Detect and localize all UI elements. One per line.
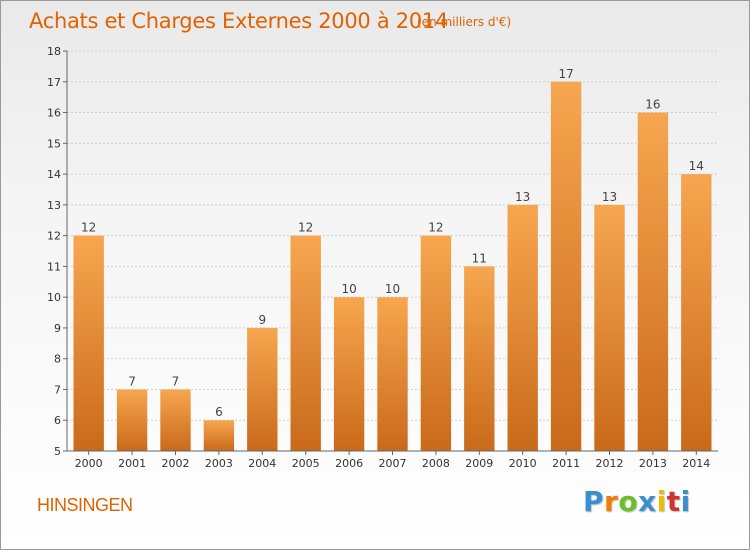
x-tick-label: 2007 [379,457,407,470]
x-tick-label: 2006 [335,457,363,470]
data-label: 10 [341,282,356,296]
y-tick-label: 11 [47,260,61,273]
y-tick-label: 13 [47,199,61,212]
y-tick-label: 12 [47,230,61,243]
bar [203,420,235,451]
logo-letter: i [656,485,667,518]
data-label: 12 [428,221,443,235]
bar [290,235,321,451]
logo-letter: o [618,485,639,518]
x-tick-label: 2008 [422,457,450,470]
data-label: 13 [515,190,530,204]
x-tick-label: 2014 [682,457,710,470]
y-tick-label: 17 [47,76,61,89]
bar [420,235,452,451]
logo-letter: x [638,485,657,518]
x-tick-label: 2002 [162,457,190,470]
y-tick-label: 6 [54,414,61,427]
bar [550,81,582,452]
y-tick-label: 9 [54,322,61,335]
data-label: 6 [215,405,223,419]
y-tick-label: 18 [47,45,61,58]
proxiti-logo: Proxiti [583,485,691,518]
x-tick-label: 2010 [509,457,537,470]
y-tick-label: 16 [47,107,61,120]
chart-title: Achats et Charges Externes 2000 à 2014 [29,9,449,33]
bar [681,174,712,452]
commune-name: HINSINGEN [37,495,133,515]
y-tick-label: 5 [54,445,61,458]
bar [464,266,495,451]
labels: 5 6 7 8 9 10 11 12 13 14 15 16 17 18 2000 12 2001 7 2002 7 2… [47,45,710,470]
y-tick-label: 7 [54,383,61,396]
data-label: 13 [602,190,617,204]
bar [116,389,148,451]
data-label: 12 [81,221,96,235]
bar [247,327,278,451]
data-label: 14 [689,159,704,173]
bar [73,235,104,451]
y-tick-label: 15 [47,137,61,150]
x-tick-label: 2000 [75,457,103,470]
x-tick-label: 2001 [118,457,146,470]
data-label: 16 [645,98,660,112]
logo-letter: t [666,485,681,518]
data-label: 7 [128,374,136,388]
data-label: 17 [558,67,573,81]
x-tick-label: 2009 [465,457,493,470]
x-tick-label: 2011 [552,457,580,470]
data-label: 9 [258,313,266,327]
bar [594,204,625,451]
bar [507,204,538,451]
x-tick-label: 2004 [248,457,276,470]
y-tick-label: 8 [54,353,61,366]
bar [160,389,191,451]
bar [637,112,669,452]
chart-subtitle: (en milliers d'€) [417,15,512,29]
bar [333,297,365,451]
logo-letter: i [680,485,691,518]
x-tick-label: 2013 [639,457,667,470]
data-label: 11 [472,251,487,265]
axes [63,50,718,455]
y-tick-label: 10 [47,291,61,304]
bar [377,297,408,451]
data-label: 10 [385,282,400,296]
logo-letter: r [604,485,619,518]
bars [73,81,712,452]
x-tick-label: 2005 [292,457,320,470]
x-tick-label: 2012 [596,457,624,470]
logo-letter: P [583,485,605,518]
data-label: 12 [298,221,313,235]
data-label: 7 [172,374,180,388]
x-tick-label: 2003 [205,457,233,470]
y-tick-label: 14 [47,168,61,181]
